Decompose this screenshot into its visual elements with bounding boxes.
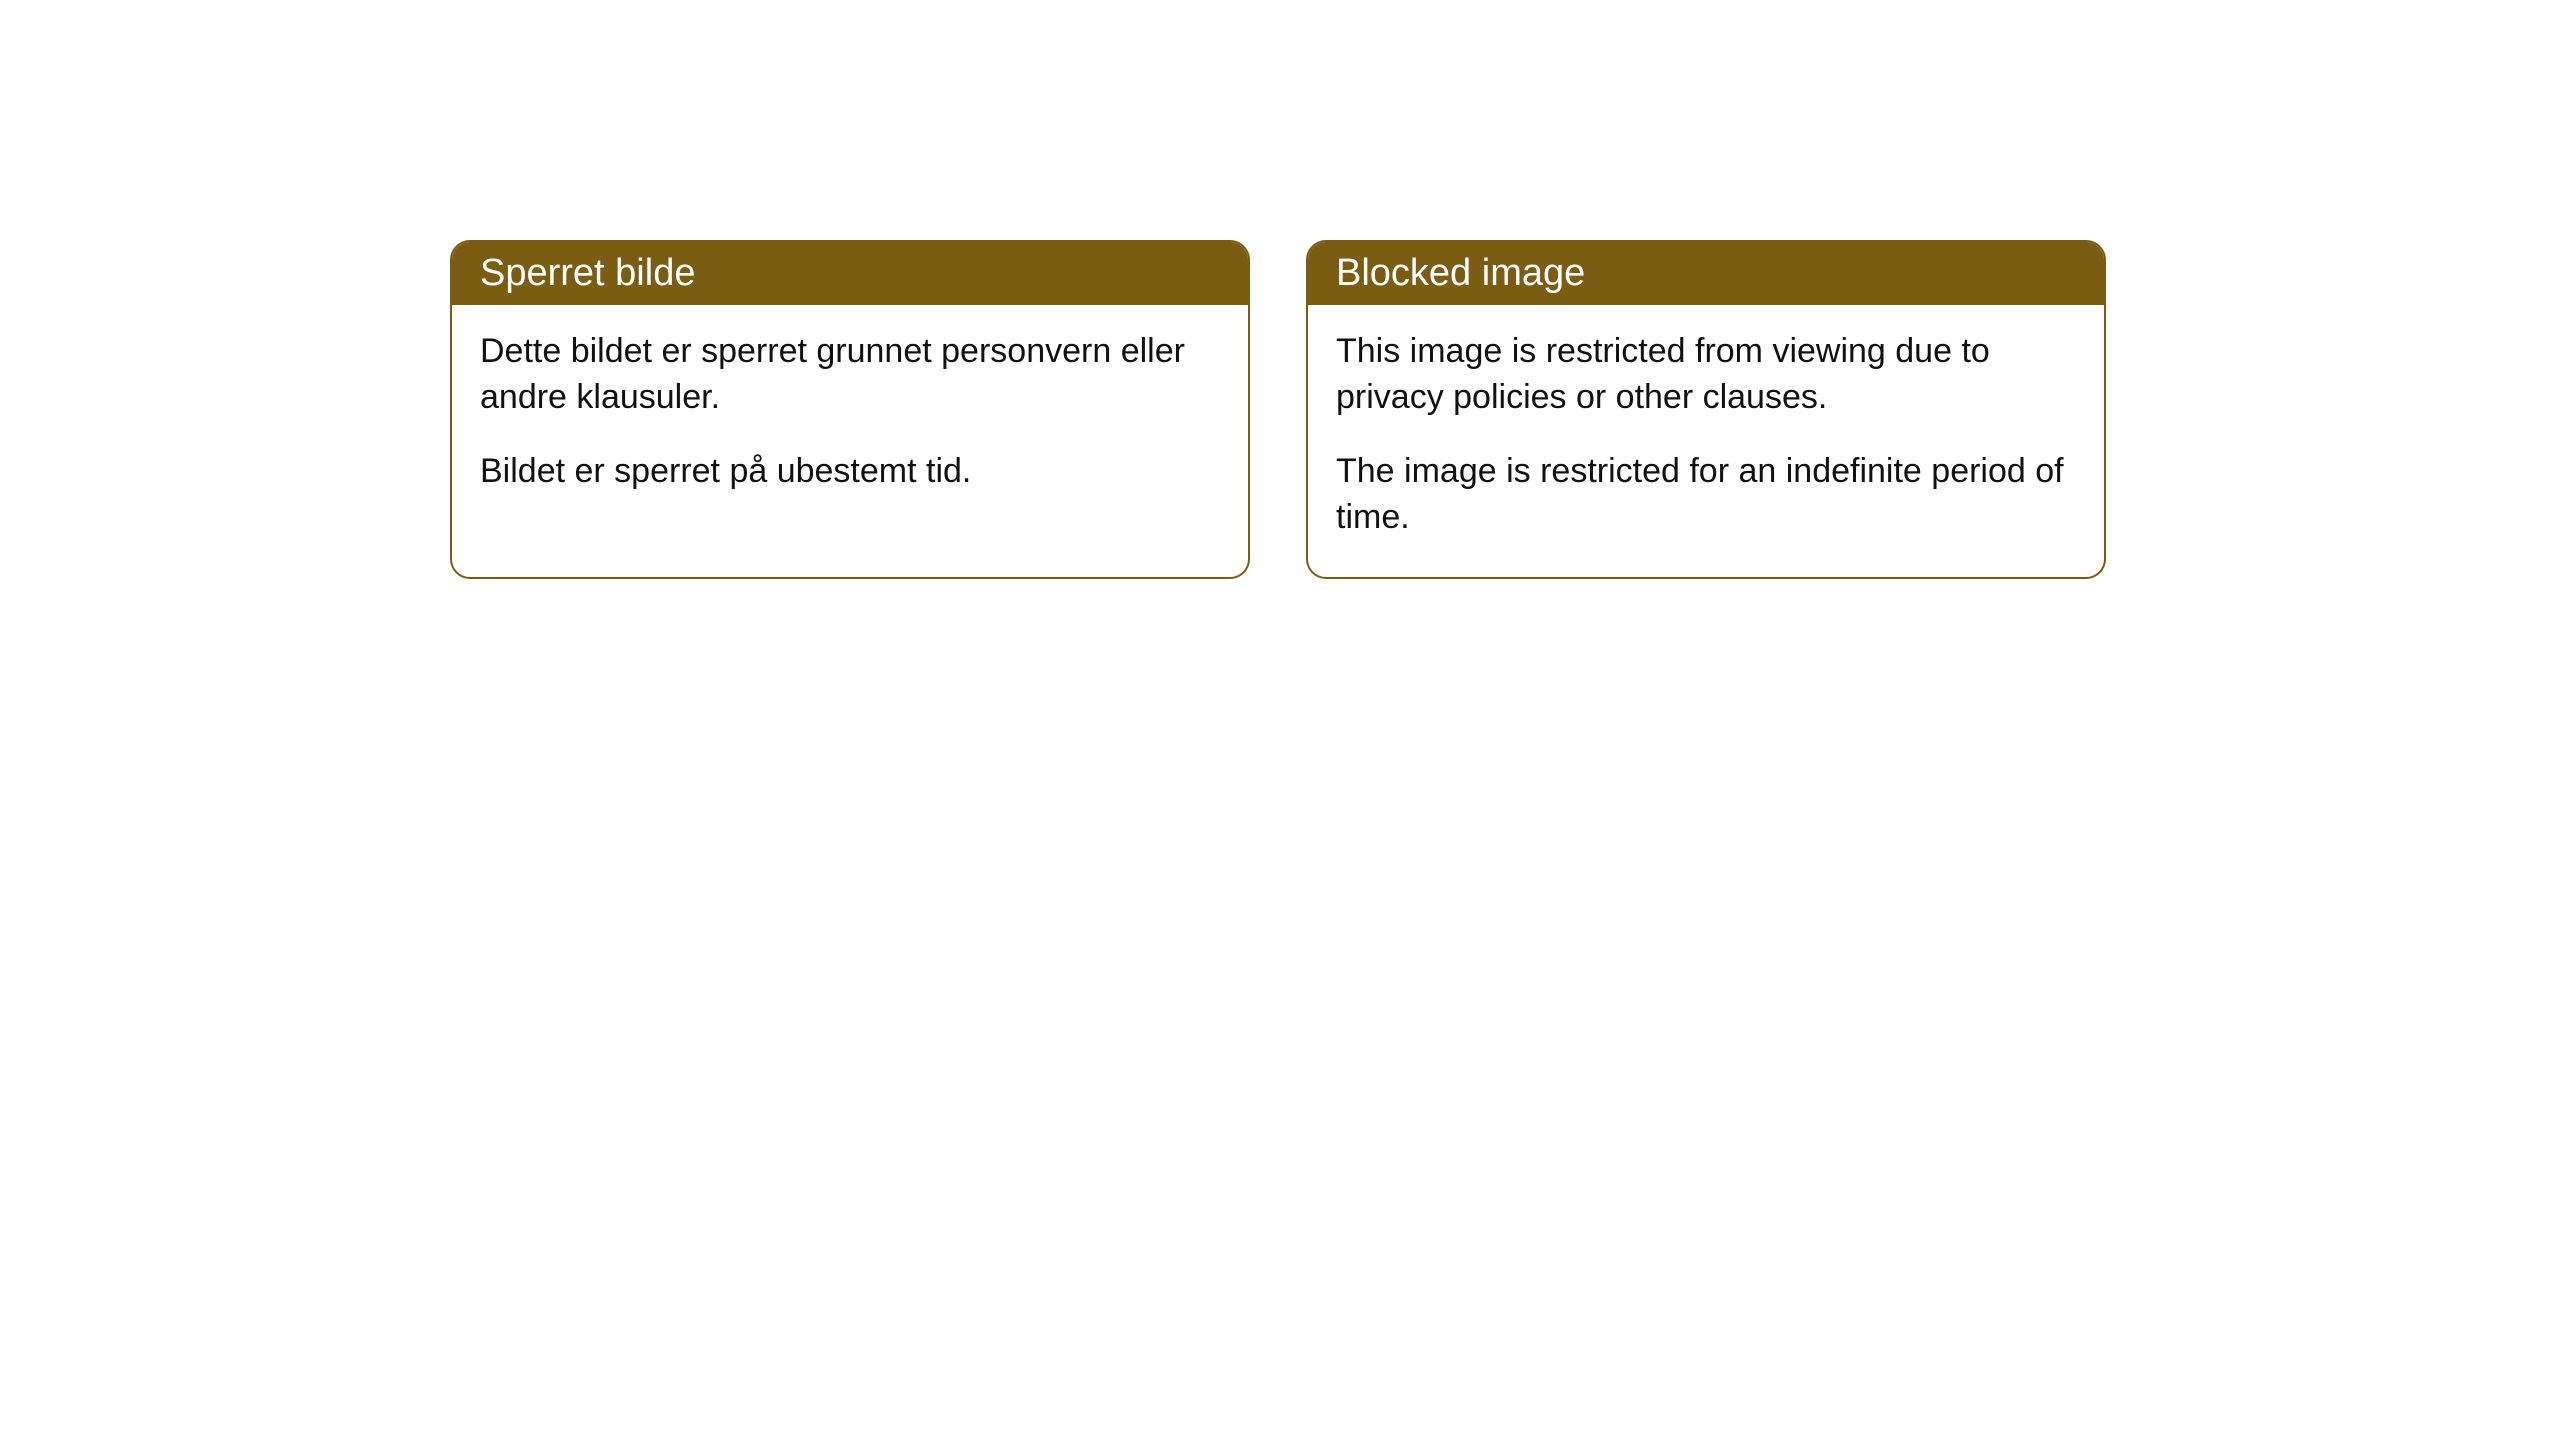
card-text-en-1: This image is restricted from viewing du… [1336,329,2076,421]
card-text-no-1: Dette bildet er sperret grunnet personve… [480,329,1220,421]
blocked-image-card-en: Blocked image This image is restricted f… [1306,240,2106,579]
card-text-no-2: Bildet er sperret på ubestemt tid. [480,449,1220,495]
card-body-no: Dette bildet er sperret grunnet personve… [452,305,1248,531]
card-body-en: This image is restricted from viewing du… [1308,305,2104,577]
card-header-no: Sperret bilde [452,242,1248,305]
card-header-en: Blocked image [1308,242,2104,305]
card-text-en-2: The image is restricted for an indefinit… [1336,449,2076,541]
blocked-image-card-no: Sperret bilde Dette bildet er sperret gr… [450,240,1250,579]
blocked-image-notice-container: Sperret bilde Dette bildet er sperret gr… [450,240,2106,579]
